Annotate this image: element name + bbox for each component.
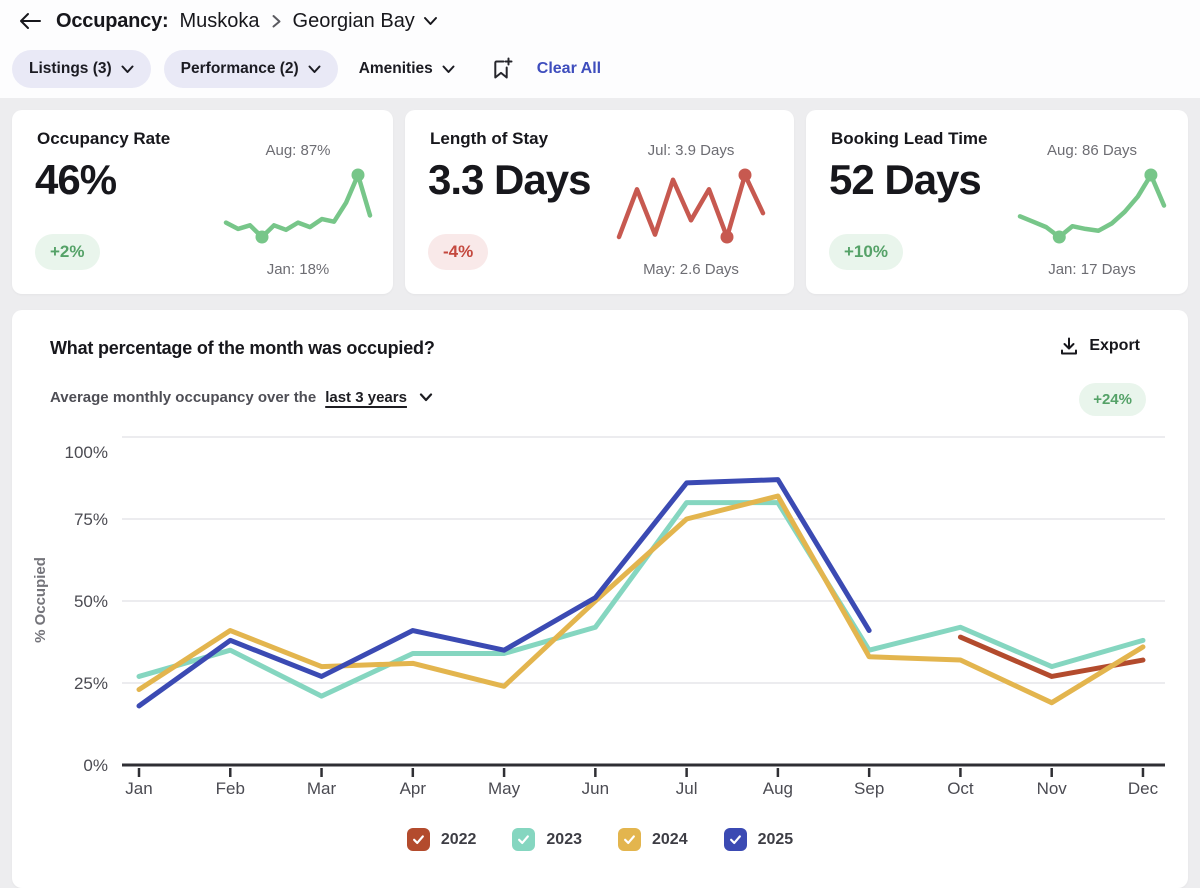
legend-label-2023: 2023	[546, 830, 582, 848]
download-icon	[1061, 337, 1078, 355]
kpi-value: 52 Days	[829, 156, 982, 203]
sparkline-max-label: Aug: 86 Days	[1046, 142, 1138, 159]
back-button[interactable]	[16, 10, 44, 32]
svg-text:Aug: Aug	[763, 779, 793, 798]
svg-text:Feb: Feb	[216, 779, 245, 798]
svg-text:50%: 50%	[74, 592, 108, 611]
booking-lead-time-sparkline-chart	[1017, 168, 1167, 244]
svg-text:Sep: Sep	[854, 779, 884, 798]
kpi-delta-badge: -4%	[428, 234, 489, 270]
header: Occupancy: Muskoka Georgian Bay Listings…	[0, 0, 1200, 98]
breadcrumb-separator-icon	[272, 15, 281, 28]
listings-filter-label: Listings (3)	[29, 60, 112, 77]
legend-item-2022[interactable]: 2022	[406, 828, 477, 851]
svg-text:Dec: Dec	[1128, 779, 1159, 798]
legend-item-2024[interactable]: 2024	[618, 828, 688, 851]
chart-delta-badge: +24%	[1079, 383, 1146, 416]
clear-all-button[interactable]: Clear All	[536, 60, 602, 77]
chart-title: What percentage of the month was occupie…	[50, 338, 435, 358]
chart-legend: 2022 2023 2024 2025	[12, 828, 1188, 851]
kpi-value: 3.3 Days	[428, 156, 591, 203]
title-row: Occupancy: Muskoka Georgian Bay	[16, 4, 438, 38]
svg-text:Jul: Jul	[676, 779, 698, 798]
sparkline-min-label: May: 2.6 Days	[643, 261, 739, 278]
legend-checkbox-2022[interactable]	[406, 828, 430, 851]
legend-label-2025: 2025	[757, 830, 794, 848]
breadcrumb-subregion-label: Georgian Bay	[292, 9, 415, 32]
svg-text:0%: 0%	[83, 756, 108, 775]
kpi-title: Length of Stay	[430, 129, 549, 148]
legend-label-2022: 2022	[440, 830, 477, 848]
bookmark-plus-icon	[494, 57, 513, 79]
performance-filter-label: Performance (2)	[180, 60, 299, 77]
svg-text:Jan: Jan	[125, 779, 152, 798]
kpi-value: 46%	[35, 156, 117, 203]
svg-text:Mar: Mar	[307, 779, 337, 798]
sparkline-area: Jul: 3.9 Days May: 2.6 Days	[607, 142, 775, 278]
legend-checkbox-2024[interactable]	[618, 828, 641, 851]
sparkline-max-label: Jul: 3.9 Days	[647, 142, 735, 159]
kpi-title: Occupancy Rate	[37, 129, 171, 148]
amenities-filter-label: Amenities	[358, 60, 433, 77]
amenities-filter-dropdown[interactable]: Amenities	[351, 50, 463, 88]
checkmark-icon	[518, 835, 530, 844]
svg-text:Jun: Jun	[582, 779, 609, 798]
checkmark-icon	[624, 835, 635, 844]
svg-text:May: May	[488, 779, 521, 798]
legend-checkbox-2023[interactable]	[512, 828, 536, 851]
chevron-down-icon	[308, 65, 321, 73]
svg-text:Oct: Oct	[947, 779, 974, 798]
svg-text:100%: 100%	[65, 443, 108, 462]
export-button-label: Export	[1089, 337, 1140, 354]
kpi-delta-badge: +2%	[35, 234, 100, 270]
time-range-selector[interactable]: last 3 years	[325, 389, 407, 406]
sparkline-min-label: Jan: 17 Days	[1048, 261, 1136, 278]
region-dropdown-chevron-icon	[423, 17, 437, 25]
length-of-stay-sparkline-chart	[616, 168, 766, 244]
breadcrumb-subregion[interactable]: Georgian Bay	[293, 10, 438, 33]
chevron-down-icon	[419, 393, 433, 402]
occupancy-sparkline-chart	[223, 168, 373, 244]
sparkline-area: Aug: 86 Days Jan: 17 Days	[1008, 142, 1176, 278]
legend-item-2023[interactable]: 2023	[512, 828, 582, 851]
sparkline-max-label: Aug: 87%	[265, 142, 331, 159]
chevron-down-icon	[121, 65, 134, 73]
sparkline-area: Aug: 87% Jan: 18%	[214, 142, 382, 278]
sparkline-min-label: Jan: 18%	[266, 261, 330, 278]
checkmark-icon	[729, 835, 741, 844]
svg-text:Apr: Apr	[400, 779, 427, 798]
save-filters-button[interactable]	[490, 56, 514, 82]
performance-filter-dropdown[interactable]: Performance (2)	[163, 50, 338, 88]
chart-subtitle-text: Average monthly occupancy over the	[50, 389, 317, 406]
legend-label-2024: 2024	[652, 830, 688, 848]
svg-text:75%: 75%	[74, 510, 108, 529]
back-arrow-icon	[20, 13, 41, 29]
breadcrumb-region[interactable]: Muskoka	[179, 9, 260, 32]
kpi-card-length-of-stay: Length of Stay 3.3 Days -4% Jul: 3.9 Day…	[405, 110, 794, 294]
kpi-title: Booking Lead Time	[831, 129, 988, 148]
time-range-chevron[interactable]	[419, 393, 433, 402]
checkmark-icon	[412, 835, 424, 844]
occupancy-line-chart: 0% 25% 50% 75% 100% Jan Feb Mar Apr May Jun Jul Aug S…	[32, 436, 1165, 798]
svg-text:25%: 25%	[74, 674, 108, 693]
svg-text:Nov: Nov	[1037, 779, 1068, 798]
kpi-card-booking-lead-time: Booking Lead Time 52 Days +10% Aug: 86 D…	[806, 110, 1188, 294]
breadcrumb: Occupancy: Muskoka Georgian Bay	[56, 10, 438, 33]
legend-checkbox-2025[interactable]	[723, 828, 747, 851]
chevron-down-icon	[442, 65, 455, 73]
page-title: Occupancy:	[56, 9, 169, 32]
kpi-delta-badge: +10%	[829, 234, 903, 270]
chart-subtitle: Average monthly occupancy over the last …	[50, 389, 433, 406]
kpi-card-occupancy-rate: Occupancy Rate 46% +2% Aug: 87% Jan: 18%	[12, 110, 393, 294]
svg-text:% Occupied: % Occupied	[32, 557, 49, 643]
legend-item-2025[interactable]: 2025	[723, 828, 794, 851]
occupancy-chart-card: What percentage of the month was occupie…	[12, 310, 1188, 888]
export-button[interactable]: Export	[1059, 336, 1140, 356]
listings-filter-dropdown[interactable]: Listings (3)	[12, 50, 151, 88]
filter-bar: Listings (3) Performance (2) Amenities	[12, 50, 601, 88]
